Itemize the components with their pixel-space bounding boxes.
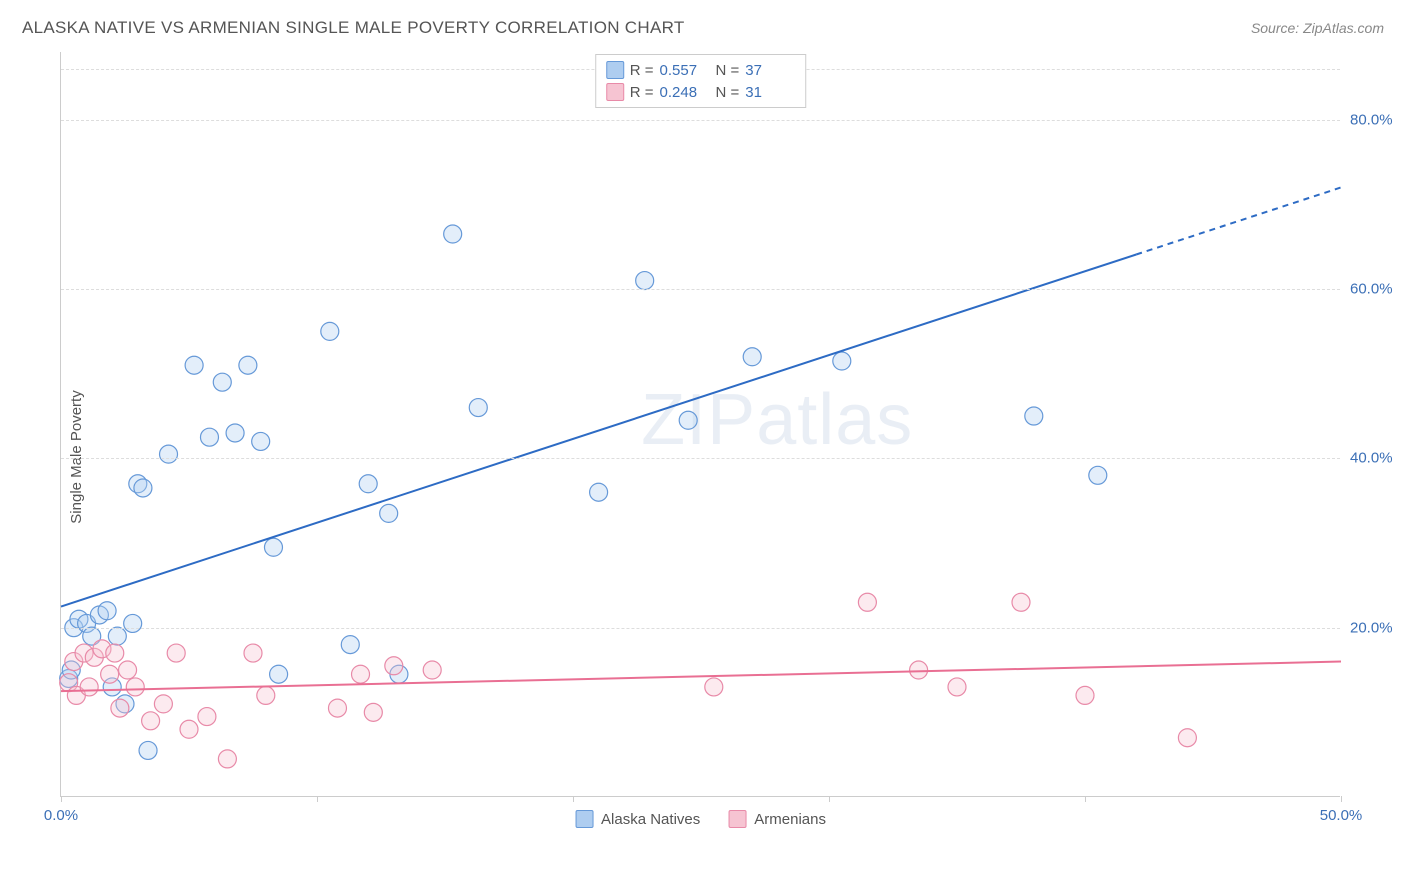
data-point (119, 661, 137, 679)
legend-n-label: N = (716, 62, 740, 79)
data-point (1089, 466, 1107, 484)
data-point (444, 225, 462, 243)
data-point (858, 593, 876, 611)
data-point (423, 661, 441, 679)
legend-label: Armenians (754, 811, 826, 828)
data-point (239, 356, 257, 374)
data-point (185, 356, 203, 374)
legend-item: Alaska Natives (575, 810, 700, 828)
grid-line (61, 458, 1340, 459)
x-tick-mark (61, 796, 62, 802)
legend-swatch (606, 61, 624, 79)
data-point (180, 720, 198, 738)
data-point (111, 699, 129, 717)
data-point (341, 636, 359, 654)
data-point (213, 373, 231, 391)
data-point (679, 411, 697, 429)
data-point (264, 538, 282, 556)
legend-r-value: 0.557 (660, 62, 710, 79)
data-point (257, 686, 275, 704)
data-point (1025, 407, 1043, 425)
chart-area: Single Male Poverty ZIPatlas R =0.557N =… (10, 52, 1390, 862)
data-point (380, 504, 398, 522)
data-point (743, 348, 761, 366)
data-point (139, 741, 157, 759)
data-point (590, 483, 608, 501)
y-tick-label: 60.0% (1350, 281, 1400, 298)
data-point (328, 699, 346, 717)
legend-swatch (728, 810, 746, 828)
x-tick-mark (1085, 796, 1086, 802)
data-point (160, 445, 178, 463)
legend-r-value: 0.248 (660, 84, 710, 101)
data-point (636, 272, 654, 290)
data-point (108, 627, 126, 645)
trend-line (61, 662, 1341, 692)
legend-n-value: 37 (745, 62, 795, 79)
data-point (321, 322, 339, 340)
legend-n-label: N = (716, 84, 740, 101)
data-point (80, 678, 98, 696)
data-point (106, 644, 124, 662)
trend-line (61, 255, 1136, 607)
data-point (948, 678, 966, 696)
data-point (705, 678, 723, 696)
scatter-plot-svg (61, 52, 1340, 796)
data-point (385, 657, 403, 675)
y-tick-label: 40.0% (1350, 450, 1400, 467)
x-tick-mark (317, 796, 318, 802)
data-point (98, 602, 116, 620)
data-point (167, 644, 185, 662)
data-point (270, 665, 288, 683)
data-point (154, 695, 172, 713)
data-point (226, 424, 244, 442)
grid-line (61, 289, 1340, 290)
data-point (218, 750, 236, 768)
x-tick-mark (573, 796, 574, 802)
data-point (364, 703, 382, 721)
data-point (252, 432, 270, 450)
legend-row: R = 0.248 N = 31 (606, 81, 796, 103)
data-point (198, 708, 216, 726)
grid-line (61, 628, 1340, 629)
correlation-legend: R = 0.557 N = 37 R = 0.248 N = 31 (595, 54, 807, 108)
data-point (142, 712, 160, 730)
data-point (124, 614, 142, 632)
legend-r-label: R = (630, 84, 654, 101)
chart-title: ALASKA NATIVE VS ARMENIAN SINGLE MALE PO… (22, 18, 685, 38)
plot-box: ZIPatlas R =0.557N =37R =0.248N =31 Alas… (60, 52, 1340, 797)
data-point (1012, 593, 1030, 611)
legend-n-value: 31 (745, 84, 795, 101)
legend-label: Alaska Natives (601, 811, 700, 828)
y-tick-label: 80.0% (1350, 111, 1400, 128)
legend-swatch (575, 810, 593, 828)
trend-line-dashed (1136, 187, 1341, 254)
legend-item: Armenians (728, 810, 826, 828)
y-tick-label: 20.0% (1350, 619, 1400, 636)
series-legend: Alaska Natives Armenians (575, 810, 826, 828)
x-tick-mark (1341, 796, 1342, 802)
legend-row: R = 0.557 N = 37 (606, 59, 796, 81)
data-point (910, 661, 928, 679)
chart-source: Source: ZipAtlas.com (1251, 20, 1384, 36)
data-point (833, 352, 851, 370)
data-point (101, 665, 119, 683)
x-tick-label: 50.0% (1320, 807, 1363, 824)
grid-line (61, 120, 1340, 121)
x-tick-mark (829, 796, 830, 802)
data-point (1178, 729, 1196, 747)
chart-header: ALASKA NATIVE VS ARMENIAN SINGLE MALE PO… (10, 10, 1396, 52)
data-point (352, 665, 370, 683)
legend-swatch (606, 83, 624, 101)
data-point (244, 644, 262, 662)
x-tick-label: 0.0% (44, 807, 78, 824)
data-point (469, 399, 487, 417)
data-point (134, 479, 152, 497)
legend-r-label: R = (630, 62, 654, 79)
data-point (126, 678, 144, 696)
data-point (359, 475, 377, 493)
data-point (200, 428, 218, 446)
data-point (1076, 686, 1094, 704)
